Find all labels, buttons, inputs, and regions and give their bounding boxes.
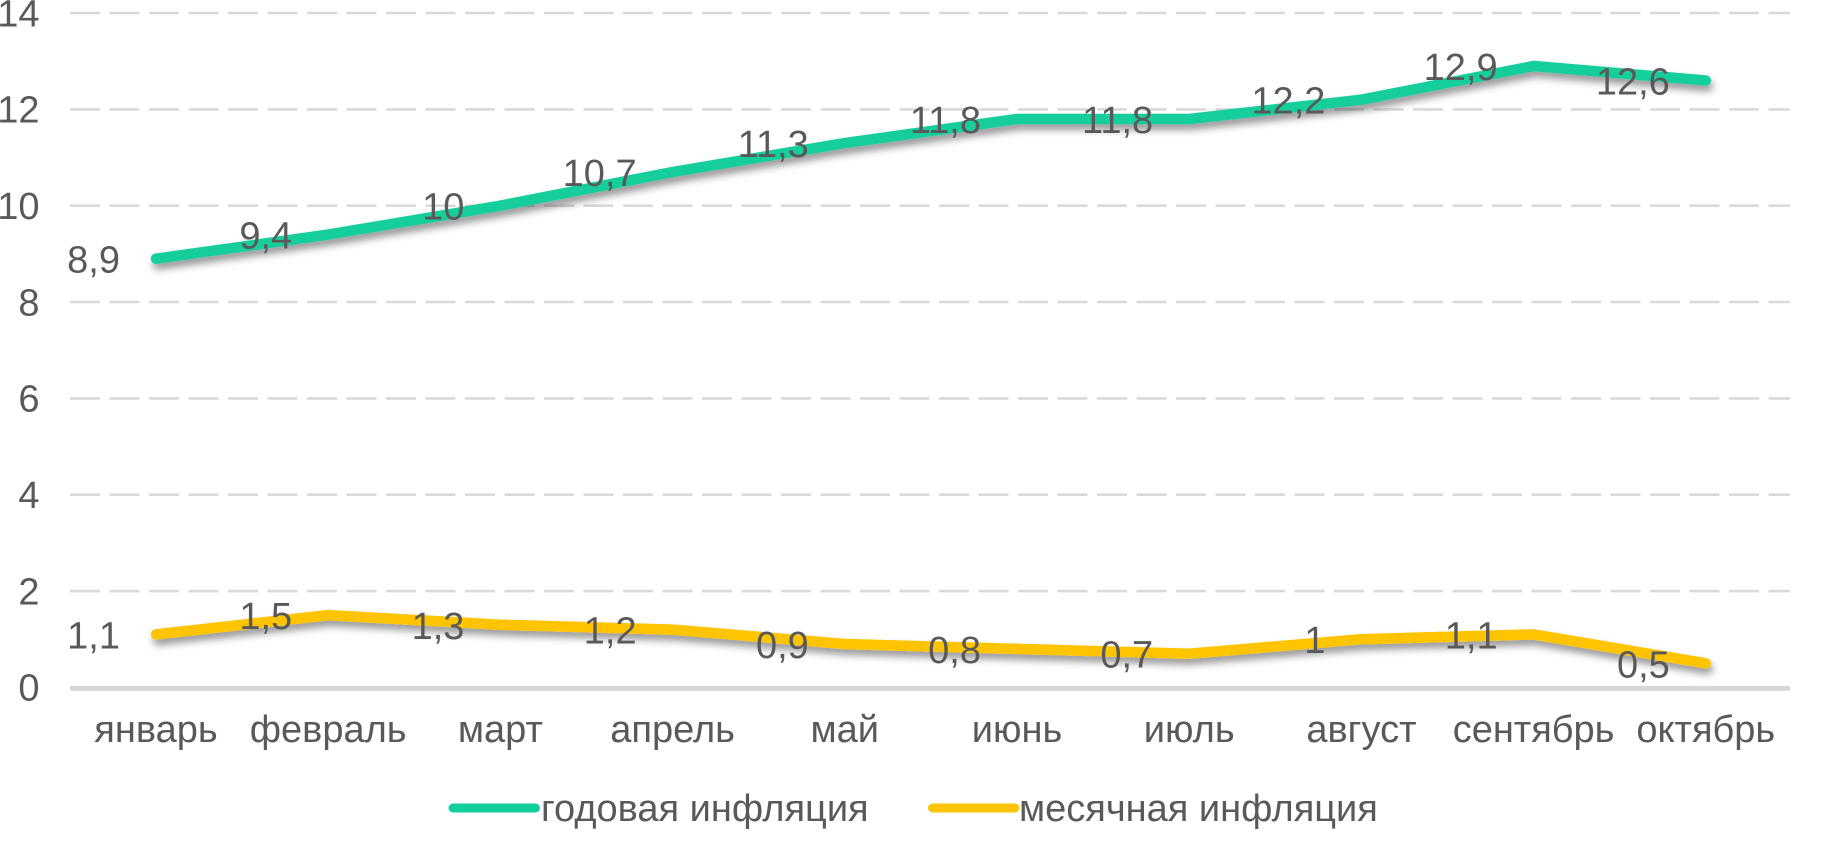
svg-text:1,2: 1,2 [584, 611, 637, 653]
svg-text:0: 0 [18, 668, 39, 710]
svg-text:июнь: июнь [972, 709, 1063, 751]
svg-text:январь: январь [94, 709, 217, 751]
svg-text:12,2: 12,2 [1251, 81, 1325, 123]
svg-text:11,8: 11,8 [1082, 100, 1153, 142]
svg-text:11,3: 11,3 [738, 124, 809, 166]
svg-text:октябрь: октябрь [1636, 709, 1775, 751]
svg-text:месячная инфляция: месячная инфляция [1019, 788, 1378, 830]
svg-text:август: август [1306, 709, 1416, 751]
svg-text:10: 10 [422, 187, 464, 229]
svg-text:1,3: 1,3 [412, 606, 465, 648]
svg-text:11,8: 11,8 [910, 100, 981, 142]
svg-text:март: март [458, 709, 543, 751]
svg-text:2: 2 [18, 571, 39, 613]
svg-text:8: 8 [18, 282, 39, 324]
svg-text:апрель: апрель [610, 709, 735, 751]
svg-text:12,9: 12,9 [1424, 47, 1498, 89]
svg-text:12,6: 12,6 [1596, 62, 1670, 104]
svg-text:июль: июль [1144, 709, 1235, 751]
svg-text:0,8: 0,8 [928, 630, 981, 672]
svg-text:8,9: 8,9 [67, 240, 120, 282]
svg-text:1: 1 [1304, 620, 1325, 662]
svg-text:1,1: 1,1 [67, 615, 120, 657]
svg-text:февраль: февраль [250, 709, 407, 751]
svg-text:0,7: 0,7 [1100, 635, 1153, 677]
svg-text:6: 6 [18, 379, 39, 421]
svg-text:май: май [811, 709, 880, 751]
svg-text:0,5: 0,5 [1617, 644, 1670, 686]
svg-text:9,4: 9,4 [239, 216, 292, 258]
svg-text:12: 12 [0, 90, 40, 132]
svg-text:1,1: 1,1 [1445, 615, 1498, 657]
svg-text:0,9: 0,9 [756, 625, 809, 667]
svg-text:10: 10 [0, 186, 40, 228]
svg-text:10,7: 10,7 [563, 153, 637, 195]
svg-text:сентябрь: сентябрь [1453, 709, 1615, 751]
svg-text:4: 4 [18, 475, 39, 517]
svg-text:1,5: 1,5 [239, 596, 292, 638]
svg-text:годовая инфляция: годовая инфляция [541, 788, 869, 830]
svg-text:14: 14 [0, 0, 40, 35]
